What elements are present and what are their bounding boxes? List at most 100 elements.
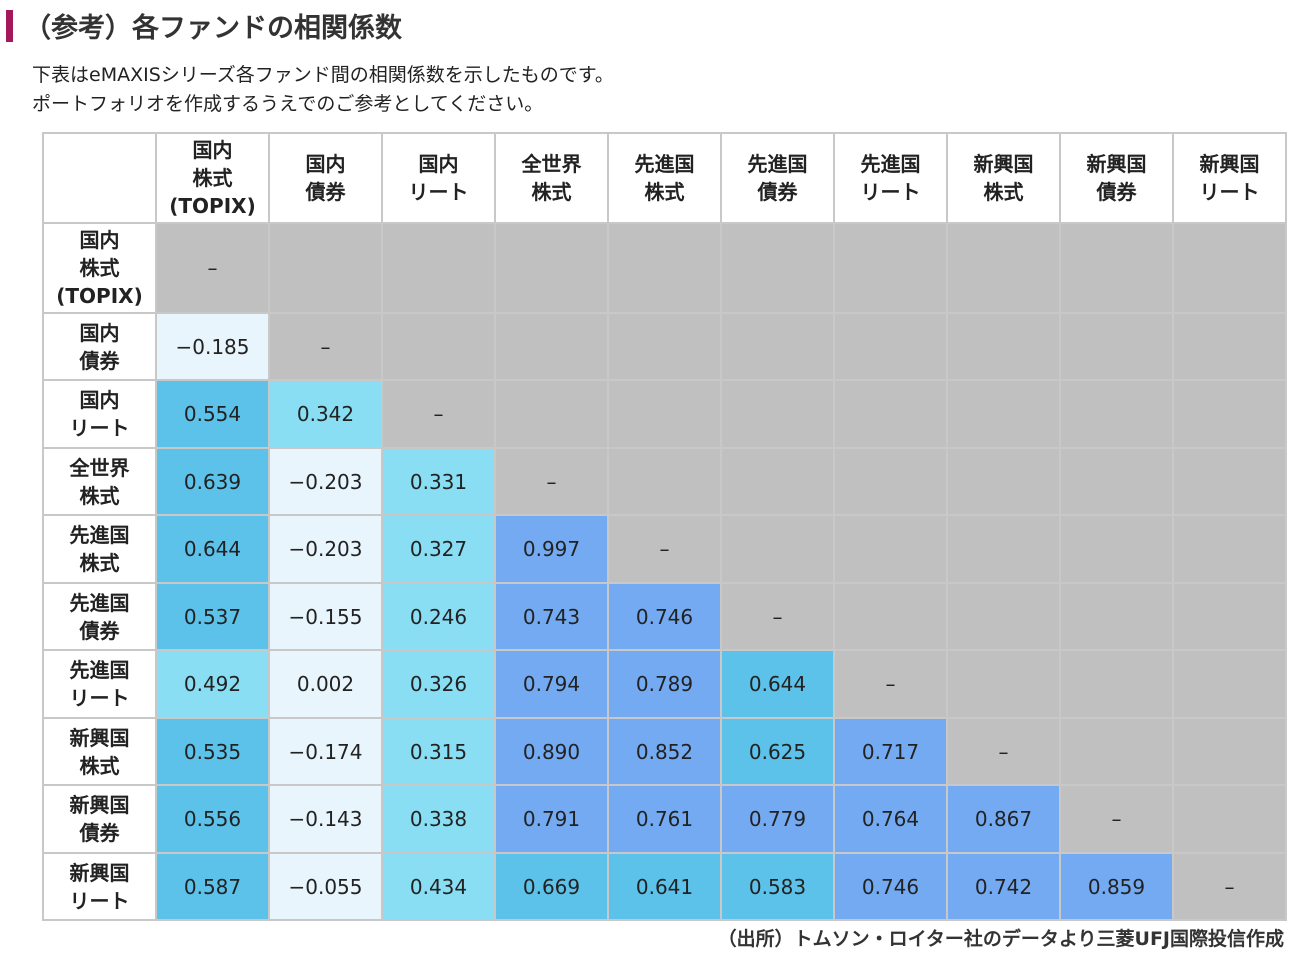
empty-cell [1172, 379, 1287, 449]
table-row: 新興国 株式 0.535 −0.174 0.315 0.890 0.852 0.625 0.7… [42, 717, 1287, 786]
empty-cell [494, 222, 609, 314]
correlation-cell: 0.789 [607, 649, 722, 719]
empty-cell [720, 514, 835, 584]
table-corner [42, 132, 157, 224]
diagonal-cell: – [833, 649, 948, 719]
row-header: 国内 リート [42, 379, 157, 449]
correlation-cell: −0.143 [268, 784, 383, 854]
correlation-cell: 0.492 [155, 649, 270, 719]
correlation-cell: 0.669 [494, 852, 609, 921]
correlation-cell: 0.625 [720, 717, 835, 786]
empty-cell [833, 447, 948, 516]
column-header: 国内 株式 (TOPIX) [155, 132, 270, 224]
empty-cell [1059, 649, 1174, 719]
empty-cell [1172, 222, 1287, 314]
row-header: 先進国 株式 [42, 514, 157, 584]
diagonal-cell: – [607, 514, 722, 584]
empty-cell [607, 379, 722, 449]
correlation-cell: 0.246 [381, 582, 496, 651]
empty-cell [833, 222, 948, 314]
table-row: 国内 債券 −0.185– [42, 312, 1287, 381]
correlation-table: 国内 株式 (TOPIX) 国内 債券 国内 リート 全世界 株式 先進国 株式 先進国 … [42, 132, 1287, 921]
row-header: 国内 債券 [42, 312, 157, 381]
correlation-cell: 0.639 [155, 447, 270, 516]
column-header: 新興国 債券 [1059, 132, 1174, 224]
empty-cell [720, 312, 835, 381]
table-row: 新興国 債券 0.556 −0.143 0.338 0.791 0.761 0.779 0.7… [42, 784, 1287, 854]
empty-cell [494, 312, 609, 381]
empty-cell [1059, 222, 1174, 314]
correlation-cell: 0.583 [720, 852, 835, 921]
column-header: 全世界 株式 [494, 132, 609, 224]
column-header: 国内 債券 [268, 132, 383, 224]
diagonal-cell: – [381, 379, 496, 449]
correlation-cell: 0.641 [607, 852, 722, 921]
correlation-cell: 0.746 [833, 852, 948, 921]
empty-cell [1059, 717, 1174, 786]
correlation-cell: 0.859 [1059, 852, 1174, 921]
empty-cell [946, 379, 1061, 449]
empty-cell [833, 582, 948, 651]
correlation-cell: −0.174 [268, 717, 383, 786]
empty-cell [946, 312, 1061, 381]
empty-cell [833, 514, 948, 584]
row-header: 先進国 債券 [42, 582, 157, 651]
description-line-1: 下表はeMAXISシリーズ各ファンド間の相関係数を示したものです。 [32, 64, 614, 86]
correlation-cell: −0.203 [268, 447, 383, 516]
correlation-cell: −0.155 [268, 582, 383, 651]
correlation-cell: 0.852 [607, 717, 722, 786]
diagonal-cell: – [946, 717, 1061, 786]
correlation-cell: 0.315 [381, 717, 496, 786]
correlation-cell: 0.644 [720, 649, 835, 719]
table-row: 新興国 リート 0.587 −0.055 0.434 0.669 0.641 0.583 0.… [42, 852, 1287, 921]
correlation-cell: 0.342 [268, 379, 383, 449]
correlation-cell: 0.331 [381, 447, 496, 516]
empty-cell [607, 447, 722, 516]
correlation-cell: 0.587 [155, 852, 270, 921]
correlation-cell: 0.764 [833, 784, 948, 854]
empty-cell [494, 379, 609, 449]
empty-cell [946, 649, 1061, 719]
empty-cell [1059, 582, 1174, 651]
correlation-cell: 0.556 [155, 784, 270, 854]
correlation-cell: 0.997 [494, 514, 609, 584]
correlation-cell: 0.791 [494, 784, 609, 854]
empty-cell [1172, 784, 1287, 854]
page-title: （参考）各ファンドの相関係数 [24, 13, 402, 44]
empty-cell [720, 222, 835, 314]
column-header: 先進国 リート [833, 132, 948, 224]
correlation-cell: 0.535 [155, 717, 270, 786]
empty-cell [381, 312, 496, 381]
correlation-cell: 0.742 [946, 852, 1061, 921]
empty-cell [946, 582, 1061, 651]
empty-cell [720, 447, 835, 516]
column-header: 国内 リート [381, 132, 496, 224]
row-header: 新興国 債券 [42, 784, 157, 854]
empty-cell [1059, 447, 1174, 516]
empty-cell [946, 514, 1061, 584]
empty-cell [946, 447, 1061, 516]
row-header: 先進国 リート [42, 649, 157, 719]
correlation-cell: 0.761 [607, 784, 722, 854]
column-header: 新興国 リート [1172, 132, 1287, 224]
column-header: 先進国 株式 [607, 132, 722, 224]
diagonal-cell: – [268, 312, 383, 381]
correlation-cell: 0.746 [607, 582, 722, 651]
column-header: 新興国 株式 [946, 132, 1061, 224]
correlation-cell: 0.002 [268, 649, 383, 719]
correlation-cell: −0.185 [155, 312, 270, 381]
correlation-cell: 0.644 [155, 514, 270, 584]
correlation-cell: −0.055 [268, 852, 383, 921]
row-header: 全世界 株式 [42, 447, 157, 516]
correlation-cell: 0.794 [494, 649, 609, 719]
empty-cell [1059, 379, 1174, 449]
diagonal-cell: – [1172, 852, 1287, 921]
table-row: 全世界 株式 0.639 −0.203 0.331– [42, 447, 1287, 516]
diagonal-cell: – [720, 582, 835, 651]
empty-cell [1172, 514, 1287, 584]
row-header: 国内 株式 (TOPIX) [42, 222, 157, 314]
empty-cell [1059, 514, 1174, 584]
row-header: 新興国 リート [42, 852, 157, 921]
correlation-cell: 0.434 [381, 852, 496, 921]
correlation-cell: 0.327 [381, 514, 496, 584]
